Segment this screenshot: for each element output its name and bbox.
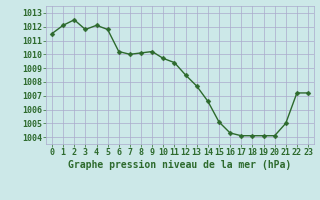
X-axis label: Graphe pression niveau de la mer (hPa): Graphe pression niveau de la mer (hPa) (68, 160, 292, 170)
